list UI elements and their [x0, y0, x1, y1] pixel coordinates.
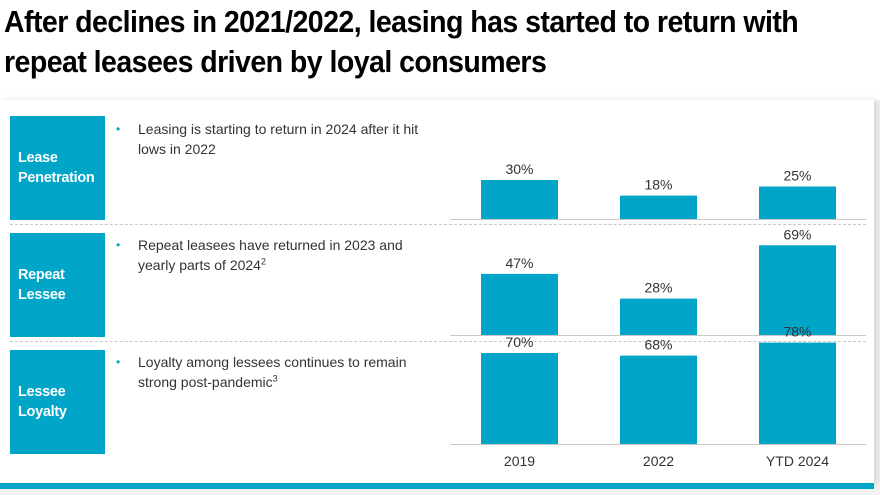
- bar-value-label: 30%: [505, 161, 533, 177]
- bullet-dot-icon: •: [116, 238, 121, 252]
- bar-value-label: 68%: [644, 337, 672, 353]
- bottom-accent-bar: [0, 483, 874, 489]
- bullet-text: Repeat leasees have returned in 2023 and…: [138, 237, 403, 273]
- bullet-dot-icon: •: [116, 122, 121, 136]
- label-line2: Loyalty: [18, 404, 67, 420]
- label-line1: Lessee: [18, 384, 66, 400]
- label-line2: Lessee: [18, 287, 66, 303]
- bar-ytd-2024: [759, 342, 836, 444]
- label-repeat-lessee: Repeat Lessee: [10, 233, 105, 337]
- bullet-text: Loyalty among lessees continues to remai…: [138, 354, 407, 390]
- bar-2022: [620, 298, 697, 335]
- row-separator: [10, 341, 866, 342]
- bar-value-label: 69%: [783, 226, 811, 242]
- x-tick-label: YTD 2024: [766, 453, 829, 469]
- label-line2: Penetration: [18, 170, 95, 186]
- bar-value-label: 18%: [644, 177, 672, 193]
- label-lease-penetration: Lease Penetration: [10, 116, 105, 220]
- bar-2022: [620, 355, 697, 444]
- content-card: [0, 100, 874, 484]
- bar-2019: [481, 353, 558, 444]
- bar-2019: [481, 180, 558, 219]
- bullet-text: Leasing is starting to return in 2024 af…: [138, 121, 419, 157]
- page-title: After declines in 2021/2022, leasing has…: [4, 2, 810, 82]
- chart-1: 47% 28% 69%: [450, 226, 866, 336]
- page-title-line2: repeat leasees driven by loyal consumers: [4, 44, 547, 79]
- footnote-marker: 3: [272, 373, 278, 384]
- page-title-line1: After declines in 2021/2022, leasing has…: [4, 4, 799, 39]
- bar-value-label: 70%: [505, 334, 533, 350]
- title-background: [0, 0, 880, 100]
- bullet-dot-icon: •: [116, 355, 121, 369]
- row-separator: [10, 224, 866, 225]
- bar-value-label: 28%: [644, 280, 672, 296]
- footnote-marker: 2: [260, 256, 266, 267]
- chart-0: 30% 18% 25%: [450, 161, 866, 220]
- x-tick-label: 2022: [643, 453, 674, 469]
- bar-2022: [620, 195, 697, 219]
- bar-value-label: 47%: [505, 255, 533, 271]
- chart-2: 70% 68% 78% 2019 2022 YTD 2024: [450, 324, 866, 469]
- label-line1: Repeat: [18, 267, 65, 283]
- bar-2019: [481, 273, 558, 335]
- bar-ytd-2024: [759, 186, 836, 219]
- bar-value-label: 78%: [783, 324, 811, 340]
- label-lessee-loyalty: Lessee Loyalty: [10, 350, 105, 454]
- bar-value-label: 25%: [783, 168, 811, 184]
- label-line1: Lease: [18, 150, 58, 166]
- x-tick-label: 2019: [504, 453, 535, 469]
- bar-ytd-2024: [759, 245, 836, 335]
